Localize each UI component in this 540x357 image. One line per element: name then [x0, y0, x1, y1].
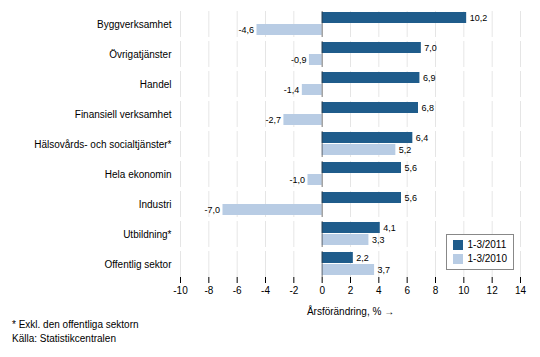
svg-text:-1,4: -1,4	[284, 85, 300, 95]
svg-text:5,6: 5,6	[405, 193, 418, 203]
svg-text:Handel: Handel	[140, 79, 172, 90]
svg-text:4,1: 4,1	[383, 223, 396, 233]
html-text:1-3/2010: 1-3/2010	[467, 253, 507, 264]
svg-text:10: 10	[458, 285, 470, 296]
svg-text:-4: -4	[261, 285, 270, 296]
svg-text:2: 2	[348, 285, 354, 296]
svg-text:12: 12	[487, 285, 499, 296]
svg-text:6,9: 6,9	[423, 73, 436, 83]
svg-text:Hälsovårds- och socialtjänster: Hälsovårds- och socialtjänster*	[34, 139, 171, 150]
svg-text:-2: -2	[289, 285, 298, 296]
svg-text:-10: -10	[173, 285, 188, 296]
svg-text:-1,0: -1,0	[289, 175, 305, 185]
svg-text:0: 0	[319, 285, 325, 296]
svg-text:3,3: 3,3	[372, 235, 385, 245]
svg-text:-6: -6	[233, 285, 242, 296]
html-text:1-3/2011: 1-3/2011	[467, 239, 507, 250]
svg-text:Utbildning*: Utbildning*	[123, 229, 171, 240]
svg-text:3,7: 3,7	[378, 265, 391, 275]
svg-text:-0,9: -0,9	[291, 55, 307, 65]
svg-text:-4,6: -4,6	[238, 25, 254, 35]
svg-text:Industri: Industri	[139, 199, 172, 210]
svg-text:Finansiell verksamhet: Finansiell verksamhet	[75, 109, 172, 120]
svg-text:-7,0: -7,0	[204, 205, 220, 215]
svg-text:14: 14	[515, 285, 527, 296]
svg-text:Offentlig sektor: Offentlig sektor	[104, 259, 172, 270]
svg-text:7,0: 7,0	[424, 43, 437, 53]
svg-text:5,2: 5,2	[399, 145, 412, 155]
svg-text:Övrigatjänster: Övrigatjänster	[109, 49, 172, 60]
svg-text:-8: -8	[204, 285, 213, 296]
svg-text:Hela ekonomin: Hela ekonomin	[105, 169, 172, 180]
svg-text:6: 6	[404, 285, 410, 296]
svg-text:-2,7: -2,7	[265, 115, 281, 125]
svg-text:6,8: 6,8	[422, 103, 435, 113]
svg-text:5,6: 5,6	[405, 163, 418, 173]
svg-text:10,2: 10,2	[470, 13, 488, 23]
svg-text:4: 4	[376, 285, 382, 296]
svg-text:8: 8	[433, 285, 439, 296]
html-text:Källa: Statistikcentralen: Källa: Statistikcentralen	[12, 333, 116, 344]
svg-text:Byggverksamhet: Byggverksamhet	[97, 19, 172, 30]
html-text:* Exkl. den offentliga sektorn: * Exkl. den offentliga sektorn	[12, 319, 139, 330]
svg-text:Årsförändring, % →: Årsförändring, % →	[307, 305, 394, 317]
svg-text:2,2: 2,2	[356, 253, 369, 263]
svg-text:6,4: 6,4	[416, 133, 429, 143]
